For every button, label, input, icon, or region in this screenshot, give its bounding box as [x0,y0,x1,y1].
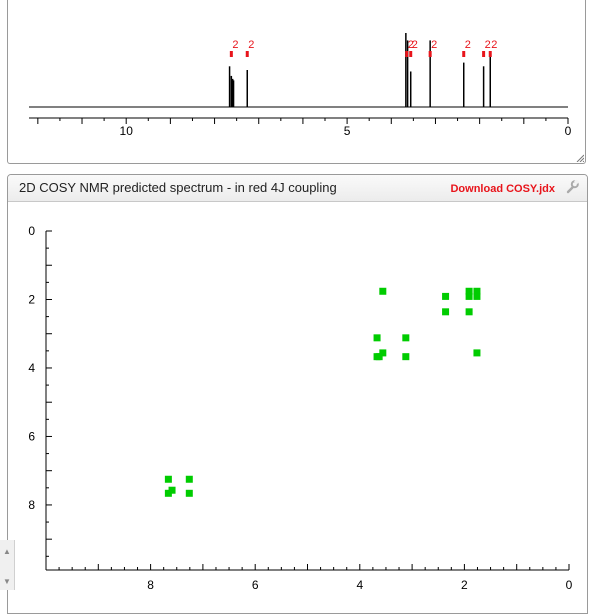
cosy-crosspeak [442,292,450,300]
integration-label: 2 [431,39,437,51]
x-tick-label: 10 [120,124,134,138]
cosy-crosspeak [442,308,450,316]
cosy-crosspeak [168,486,176,494]
scroll-up-icon[interactable]: ▲ [3,547,11,556]
x-tick-label: 6 [252,578,259,592]
y-tick-label: 6 [28,429,35,443]
x-tick-label: 0 [565,124,572,138]
integration-marker [488,51,492,57]
integration-label: 2 [232,39,238,51]
resize-handle-icon[interactable] [576,154,584,162]
integration-marker [409,51,413,57]
x-tick-label: 8 [147,578,154,592]
cosy-crosspeak [465,292,473,300]
cosy-crosspeak [379,287,387,295]
cosy-crosspeak [402,334,410,342]
x-tick-label: 2 [461,578,468,592]
cosy-crosspeak [473,287,481,295]
cosy-crosspeak [465,308,473,316]
integration-marker [482,51,486,57]
cosy-crosspeak [373,334,381,342]
integration-marker [229,51,233,57]
y-tick-label: 0 [28,224,35,238]
x-tick-label: 4 [356,578,363,592]
spectrum-1d-panel: 2 2 2 2 2 2 2 2 10 5 0 [7,0,586,164]
download-cosy-link[interactable]: Download COSY.jdx [450,183,555,195]
cosy-2d-chart: 0 2 4 6 8 8 6 4 2 0 [28,224,573,592]
integration-marker [245,51,249,57]
cosy-crosspeak [164,489,172,497]
y-tick-label: 2 [28,292,35,306]
integration-label: 2 [408,39,414,51]
integration-marker [462,51,466,57]
panel-title: 2D COSY NMR predicted spectrum - in red … [19,180,337,195]
cosy-crosspeak [402,353,410,361]
cosy-crosspeak [473,349,481,357]
cosy-crosspeak [379,349,387,357]
x-tick-label: 0 [566,578,573,592]
integration-label: 2 [485,39,491,51]
cosy-crosspeak [164,475,172,483]
cosy-crosspeak [473,292,481,300]
page-scrollbar[interactable]: ▲ ▼ [0,540,15,590]
wrench-icon[interactable] [565,180,579,194]
spectrum-1d-chart: 2 2 22 2 2 2 210 5 0 [29,33,572,138]
cosy-2d-panel: 2D COSY NMR predicted spectrum - in red … [7,174,588,614]
cosy-panel-header: 2D COSY NMR predicted spectrum - in red … [8,175,587,202]
cosy-crosspeak [185,475,193,483]
cosy-crosspeak [375,353,383,361]
integration-label: 2 [412,39,418,51]
integration-marker [405,51,409,57]
y-tick-label: 8 [28,498,35,512]
integration-label: 2 [491,39,497,51]
cosy-crosspeak [465,287,473,295]
cosy-crosspeak [185,489,193,497]
y-tick-label: 4 [28,361,35,375]
scroll-down-icon[interactable]: ▼ [3,577,11,586]
integration-label: 2 [465,39,471,51]
x-tick-label: 5 [344,124,351,138]
integration-label: 2 [248,39,254,51]
integration-marker [428,51,432,57]
